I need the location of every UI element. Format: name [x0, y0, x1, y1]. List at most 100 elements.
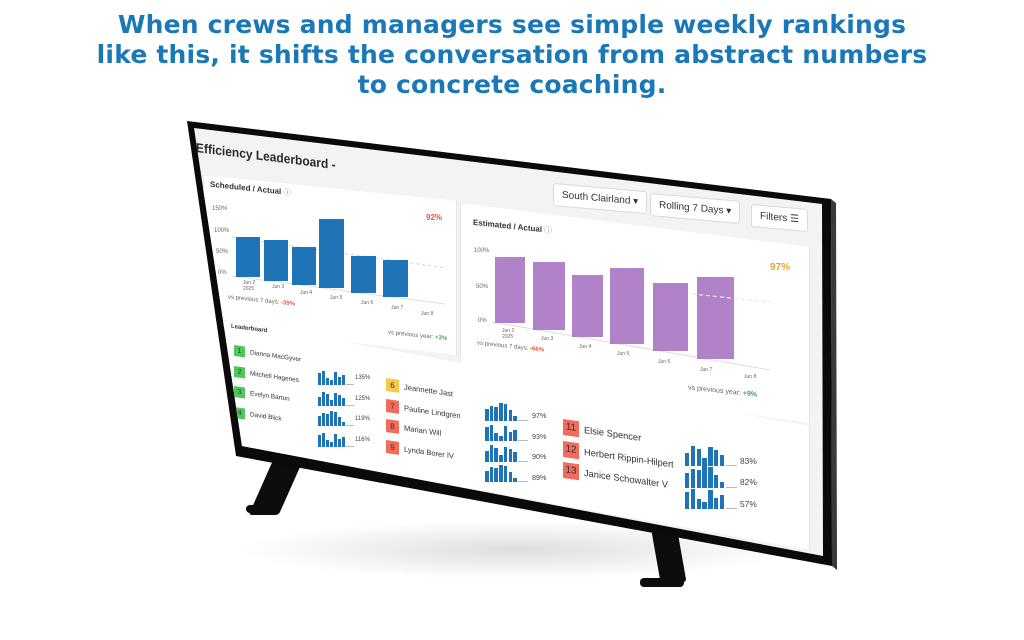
x-label-jun8: Jun 8 [744, 374, 757, 380]
headline: When crews and managers see simple weekl… [0, 10, 1024, 100]
monitor-foot-left [246, 505, 280, 513]
sparkline-bar [690, 445, 696, 467]
sparkline [485, 423, 528, 442]
sparkline-bar [513, 452, 517, 462]
scheduled-bar-jun2 [236, 237, 260, 277]
sparkline-bar [714, 497, 719, 510]
x-label-jun2: Jun 2 2025 [243, 280, 256, 292]
sparkline-bar [494, 447, 498, 462]
sparkline-bar [318, 416, 321, 426]
leaderboard-pct: 90% [532, 452, 547, 462]
sparkline-bar [503, 426, 508, 442]
sparkline-bar [326, 439, 329, 447]
sparkline-bar [685, 453, 690, 467]
sparkline [318, 369, 354, 385]
leaderboard-pct: 93% [532, 431, 547, 441]
sparkline-bar [685, 491, 690, 510]
rank-badge: 9 [386, 439, 399, 455]
sparkline-bar [326, 378, 329, 385]
monitor-foot-right [640, 578, 684, 587]
x-label-jun5: Jun 5 [617, 351, 630, 357]
sparkline-bar [342, 422, 345, 426]
x-label-jun2: Jun 2 2025 [502, 328, 515, 340]
sparkline-bar [714, 450, 719, 467]
headline-line-3: to concrete coaching. [357, 70, 667, 99]
sparkline-bar [338, 394, 341, 406]
sparkline-bar [334, 412, 337, 426]
sparkline-bar [714, 474, 719, 488]
estimated-pct: 97% [770, 262, 791, 273]
sparkline-bar [494, 406, 498, 421]
y-tick: 50% [476, 284, 489, 290]
leaderboard-pct: 89% [532, 472, 547, 482]
sparkline-bar [326, 393, 329, 406]
sparkline-bar [342, 397, 345, 406]
sparkline-bar [494, 468, 498, 483]
sparkline-bar [485, 427, 489, 442]
sparkline-bar [489, 405, 494, 421]
scheduled-bar-jun6 [351, 256, 376, 293]
sparkline-bar [508, 471, 513, 483]
sparkline-bar [696, 499, 701, 510]
x-label-jun5: Jun 5 [330, 295, 343, 301]
sparkline-bar [334, 392, 337, 406]
leaderboard-name: David Blick [250, 410, 282, 423]
estimated-bar-jun7 [697, 277, 734, 359]
sparkline-bar [719, 454, 725, 467]
rank-badge: 12 [563, 440, 579, 459]
sparkline-bar [513, 429, 517, 442]
scheduled-bar-jun7 [383, 260, 408, 297]
rank-badge: 2 [234, 365, 245, 379]
sparkline-bar [508, 410, 513, 421]
scheduled-bar-jun5 [319, 219, 344, 288]
sparkline-bar [489, 445, 494, 462]
sparkline [685, 443, 738, 467]
sparkline-bar [702, 465, 707, 488]
estimated-bar-jun2 [495, 257, 525, 323]
sparkline [485, 464, 528, 483]
sparkline [318, 410, 354, 426]
headline-line-2: like this, it shifts the conversation fr… [96, 40, 928, 69]
rank-badge: 6 [386, 378, 399, 393]
x-label-jun3: Jun 3 [272, 284, 285, 290]
x-label-jun7: Jun 7 [700, 367, 713, 373]
x-label-jun8: Jun 8 [421, 311, 434, 317]
x-label-jun7: Jun 7 [391, 305, 404, 311]
sparkline-bar [702, 457, 707, 467]
sparkline-bar [696, 470, 701, 488]
sparkline-bar [685, 473, 690, 488]
sparkline-bar [499, 435, 503, 442]
y-tick: 50% [216, 249, 229, 255]
sparkline-bar [489, 467, 494, 483]
sparkline-bar [696, 448, 701, 467]
sparkline-bar [503, 404, 508, 421]
sparkline-bar [489, 424, 494, 442]
sparkline-bar [338, 377, 341, 385]
sparkline-bar [508, 448, 513, 462]
y-tick: 100% [474, 248, 490, 254]
sparkline-bar [326, 414, 329, 426]
scheduled-bar-jun3 [264, 240, 288, 281]
estimated-bar-jun6 [653, 283, 688, 351]
sparkline-bar [513, 477, 517, 483]
sparkline [485, 402, 528, 421]
x-label-jun4: Jun 4 [300, 290, 313, 296]
sparkline-bar [513, 416, 517, 421]
sparkline-bar [342, 436, 345, 447]
y-tick: 100% [214, 228, 230, 234]
sparkline [318, 431, 354, 447]
sparkline-bar [719, 494, 725, 510]
rank-badge: 7 [386, 398, 399, 414]
sparkline-bar [485, 409, 489, 421]
sparkline-bar [334, 433, 337, 447]
estimated-bar-jun5 [610, 268, 644, 344]
leaderboard-pct: 82% [740, 477, 757, 488]
x-label-jun6: Jun 6 [361, 300, 374, 306]
sparkline-bar [503, 465, 508, 483]
leaderboard-pct: 125% [355, 395, 371, 402]
scheduled-pct: 92% [426, 213, 443, 222]
y-tick: 0% [478, 318, 487, 324]
